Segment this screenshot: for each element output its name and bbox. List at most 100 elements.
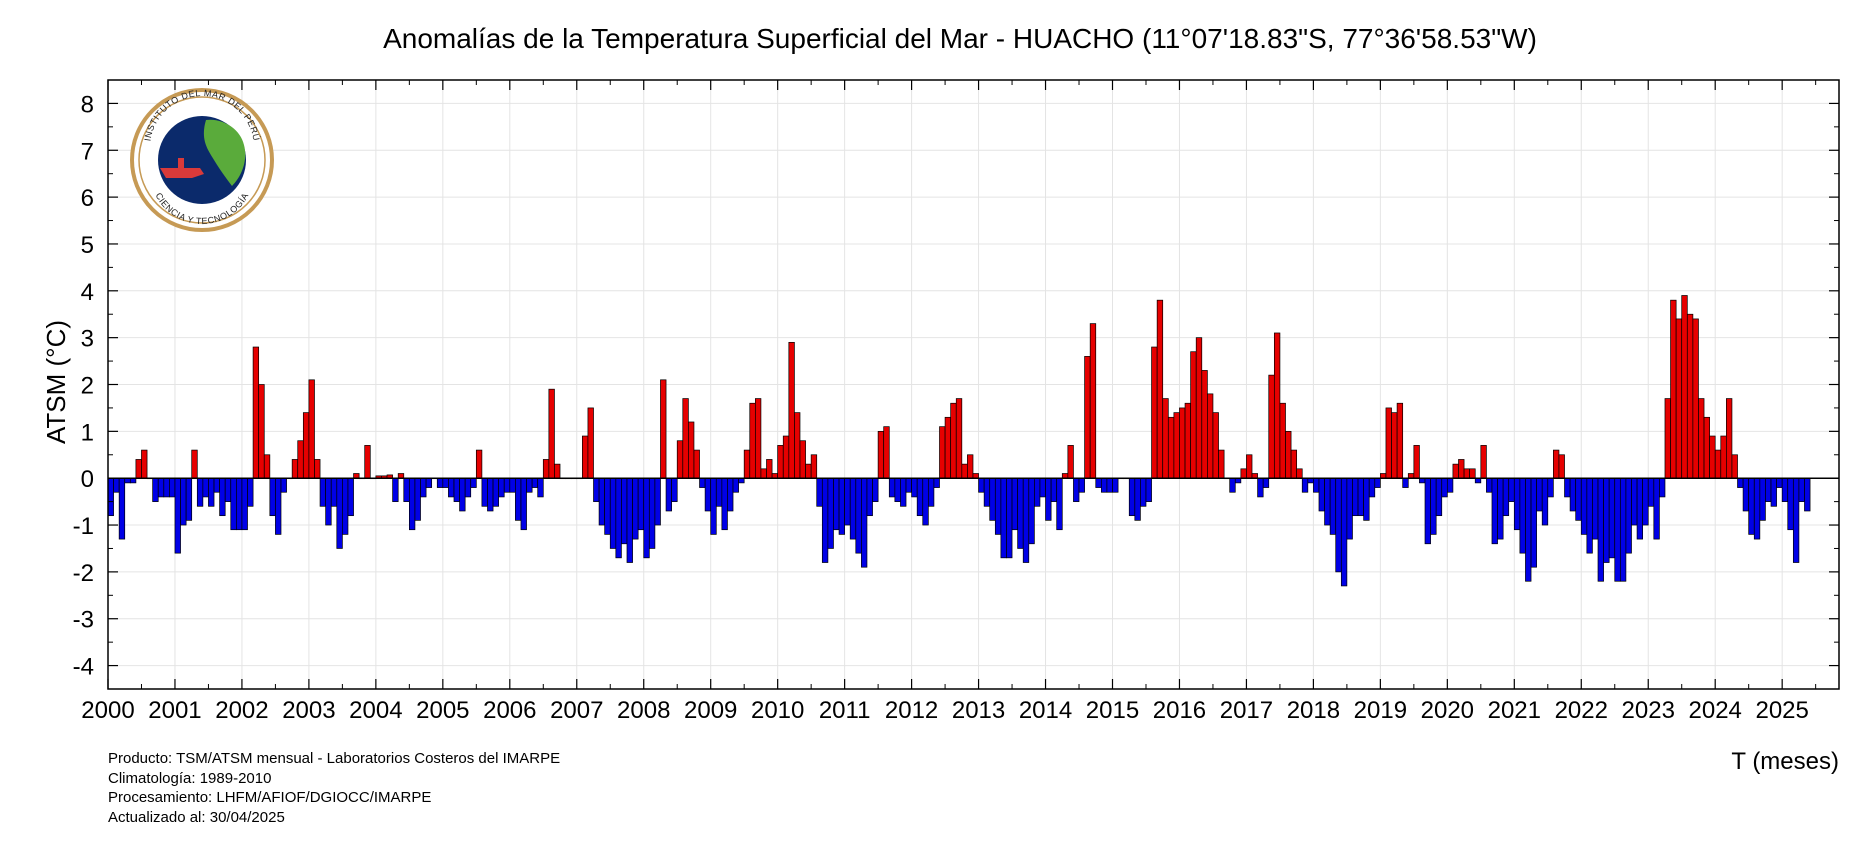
bar bbox=[654, 477, 661, 526]
bar bbox=[169, 477, 176, 498]
bar bbox=[191, 449, 198, 479]
bar bbox=[1268, 374, 1275, 479]
x-tick-label: 2006 bbox=[483, 697, 536, 724]
bar bbox=[615, 477, 622, 559]
y-tick-label: 0 bbox=[81, 466, 94, 493]
x-axis-label: T (meses) bbox=[1731, 748, 1839, 775]
bar bbox=[994, 477, 1002, 535]
bar bbox=[503, 477, 511, 493]
bar bbox=[598, 477, 606, 526]
bar bbox=[967, 454, 974, 479]
bar bbox=[515, 477, 522, 521]
y-tick-label: 2 bbox=[81, 373, 94, 400]
bar bbox=[487, 477, 494, 512]
bar bbox=[448, 477, 455, 498]
bar bbox=[1753, 477, 1761, 540]
bar bbox=[732, 477, 739, 493]
bar bbox=[269, 477, 276, 517]
x-tick-label: 2001 bbox=[148, 697, 201, 724]
bar bbox=[213, 477, 220, 493]
bar bbox=[464, 477, 472, 498]
bar bbox=[224, 477, 232, 502]
bar bbox=[1167, 416, 1175, 479]
bar bbox=[302, 412, 310, 479]
bar bbox=[1508, 477, 1515, 502]
bar bbox=[1352, 477, 1359, 517]
bar bbox=[442, 477, 449, 488]
bar bbox=[844, 477, 851, 526]
bar bbox=[185, 477, 193, 521]
bar bbox=[794, 412, 801, 479]
bar bbox=[1073, 477, 1080, 502]
y-tick-label: 3 bbox=[81, 326, 94, 353]
bar bbox=[1636, 477, 1644, 540]
bar bbox=[1458, 459, 1465, 479]
x-tick-label: 2024 bbox=[1689, 697, 1742, 724]
bar bbox=[1340, 477, 1348, 587]
bars-group bbox=[107, 295, 1811, 587]
x-tick-label: 2008 bbox=[617, 697, 670, 724]
bar bbox=[392, 477, 399, 502]
bar bbox=[1709, 435, 1716, 479]
bar bbox=[1201, 370, 1208, 479]
x-tick-label: 2020 bbox=[1421, 697, 1474, 724]
bar bbox=[1273, 332, 1281, 479]
bar bbox=[693, 449, 700, 479]
bar bbox=[715, 477, 723, 507]
bar bbox=[537, 477, 544, 498]
bar bbox=[1022, 477, 1030, 563]
bar bbox=[208, 477, 215, 507]
bar bbox=[1692, 318, 1699, 479]
bar bbox=[581, 435, 589, 479]
bar bbox=[643, 477, 650, 559]
bar bbox=[961, 463, 968, 479]
bar bbox=[314, 459, 321, 479]
footer-climatology: Climatología: 1989-2010 bbox=[108, 769, 272, 787]
bar bbox=[1569, 477, 1577, 512]
x-tick-label: 2019 bbox=[1354, 697, 1407, 724]
bar bbox=[425, 477, 433, 488]
bar bbox=[1619, 477, 1627, 582]
bar bbox=[1647, 477, 1655, 507]
bar bbox=[1368, 477, 1376, 498]
bar bbox=[1318, 477, 1325, 512]
x-tick-label: 2018 bbox=[1287, 697, 1340, 724]
bar bbox=[141, 449, 148, 479]
bar bbox=[593, 477, 600, 502]
bar bbox=[587, 407, 594, 479]
bar bbox=[291, 459, 299, 479]
bar bbox=[107, 477, 114, 517]
bar bbox=[877, 430, 885, 479]
bar bbox=[1413, 445, 1420, 479]
bar bbox=[609, 477, 617, 549]
bar bbox=[1597, 477, 1604, 582]
bar bbox=[1034, 477, 1041, 507]
bar bbox=[1324, 477, 1331, 526]
bar bbox=[1301, 477, 1309, 493]
bar bbox=[1726, 398, 1733, 479]
y-axis-label: ATSM (°C) bbox=[41, 320, 71, 444]
bar bbox=[1112, 477, 1119, 493]
bar bbox=[1804, 477, 1811, 512]
bar bbox=[805, 463, 812, 479]
bar bbox=[135, 459, 142, 479]
gridlines bbox=[107, 80, 1839, 689]
x-tick-label: 2016 bbox=[1153, 697, 1206, 724]
bar bbox=[409, 477, 416, 531]
bar bbox=[1497, 477, 1504, 540]
bar bbox=[1162, 398, 1169, 479]
bar bbox=[821, 477, 829, 563]
bar bbox=[1257, 477, 1264, 498]
bar bbox=[788, 341, 795, 479]
bar bbox=[810, 454, 818, 479]
bar bbox=[721, 477, 728, 531]
bar bbox=[1553, 449, 1560, 479]
bar bbox=[1765, 477, 1772, 502]
bar bbox=[325, 477, 332, 526]
bar bbox=[1385, 407, 1392, 479]
bar bbox=[347, 477, 354, 517]
bar bbox=[682, 398, 689, 479]
bar bbox=[336, 477, 343, 549]
bar bbox=[498, 477, 505, 498]
bar bbox=[1703, 416, 1710, 479]
